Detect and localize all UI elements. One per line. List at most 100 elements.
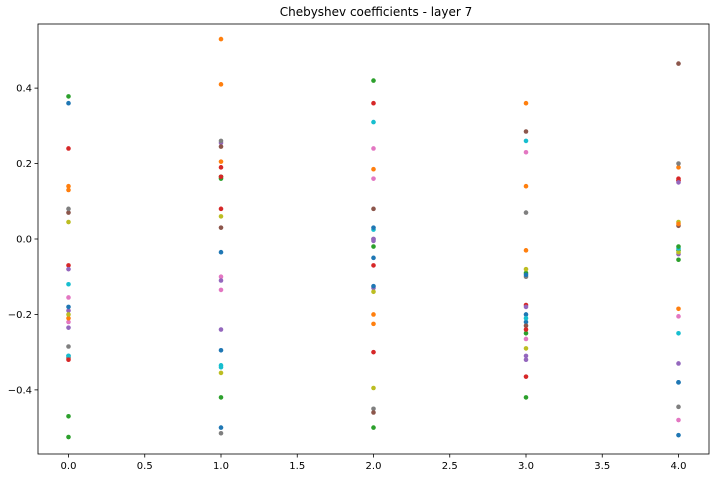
- y-tick-label: 0.4: [16, 84, 32, 95]
- data-point-s14-x3: [523, 374, 529, 379]
- data-point-s12-x2: [371, 312, 376, 317]
- data-point-s8-x2: [371, 406, 376, 412]
- x-tick-label: 3.5: [594, 461, 610, 472]
- data-point-s15-x0: [66, 325, 71, 330]
- x-tick-label: 4.0: [671, 461, 687, 472]
- data-point-s16-x3: [523, 323, 529, 329]
- data-point-s9-x1: [218, 214, 224, 219]
- data-point-s12-x0: [66, 315, 71, 321]
- data-point-s17-x0: [66, 295, 71, 300]
- data-point-s5-x4: [676, 361, 681, 366]
- data-point-s14-x2: [371, 349, 376, 355]
- data-point-s4-x0: [66, 146, 71, 151]
- data-point-s12-x4: [676, 306, 681, 312]
- y-tick-label: 0.0: [16, 235, 32, 246]
- data-point-s19-x3: [523, 346, 529, 351]
- data-point-s7-x2: [371, 146, 376, 151]
- data-point-s21-x1: [218, 425, 224, 430]
- data-point-s15-x3: [523, 357, 529, 363]
- data-point-s13-x0: [66, 413, 71, 419]
- data-point-s10-x2: [371, 119, 376, 125]
- chart-title: Chebyshev coefficients - layer 7: [280, 5, 473, 19]
- x-tick-label: 1.0: [213, 461, 229, 472]
- data-point-s16-x2: [371, 410, 376, 415]
- data-point-s17-x2: [371, 176, 376, 181]
- data-point-s8-x0: [66, 344, 71, 349]
- data-point-s13-x4: [676, 257, 681, 263]
- data-point-s9-x2: [371, 385, 376, 391]
- data-point-s13-x3: [523, 395, 529, 400]
- data-point-s10-x4: [676, 331, 681, 336]
- data-point-s24-x0: [66, 357, 71, 363]
- data-point-s10-x3: [523, 138, 529, 144]
- data-point-s25-x3: [523, 304, 529, 310]
- data-point-s19-x0: [66, 312, 71, 317]
- data-point-s19-x2: [371, 289, 376, 295]
- data-point-s20-x3: [523, 315, 529, 321]
- x-tick-label: 2.0: [366, 461, 382, 472]
- data-points: [66, 36, 681, 440]
- data-point-s6-x1: [218, 225, 224, 230]
- data-point-s22-x1: [218, 159, 224, 164]
- data-point-s17-x4: [676, 417, 681, 423]
- data-point-s5-x0: [66, 308, 71, 313]
- data-point-s24-x3: [523, 327, 529, 332]
- x-tick-label: 3.0: [518, 461, 534, 472]
- x-tick-label: 2.5: [442, 461, 458, 472]
- data-point-s14-x1: [218, 206, 224, 212]
- data-point-s12-x1: [218, 82, 224, 87]
- y-tick-label: −0.4: [8, 385, 32, 396]
- data-point-s8-x1: [218, 430, 224, 436]
- data-point-s22-x2: [371, 321, 376, 327]
- data-point-s21-x4: [676, 380, 681, 385]
- data-point-s7-x0: [66, 319, 71, 325]
- data-point-s24-x2: [371, 263, 376, 268]
- data-point-s9-x0: [66, 219, 71, 225]
- data-point-s13-x1: [218, 395, 224, 400]
- data-point-s4-x1: [218, 165, 224, 170]
- data-point-s5-x3: [523, 353, 529, 359]
- data-point-s24-x1: [218, 174, 224, 180]
- data-point-s22-x0: [66, 187, 71, 193]
- data-point-s23-x0: [66, 434, 71, 440]
- data-point-s23-x2: [371, 244, 376, 249]
- data-point-s21-x0: [66, 304, 71, 310]
- y-tick-label: −0.2: [8, 310, 32, 321]
- data-point-s8-x4: [676, 161, 681, 166]
- data-point-s13-x2: [371, 425, 376, 430]
- data-point-s2-x1: [218, 36, 224, 42]
- data-point-s21-x2: [371, 225, 376, 230]
- data-point-s2-x2: [371, 166, 376, 172]
- data-point-s2-x3: [523, 100, 529, 106]
- data-point-s2-x4: [676, 165, 681, 170]
- data-point-s7-x4: [676, 314, 681, 319]
- data-point-s5-x1: [218, 327, 224, 332]
- x-tick-label: 0.0: [61, 461, 77, 472]
- data-point-s16-x1: [218, 144, 224, 149]
- data-point-s10-x0: [66, 281, 71, 287]
- data-point-s22-x4: [676, 221, 681, 227]
- data-point-s25-x2: [371, 236, 376, 242]
- data-point-s25-x0: [66, 266, 71, 272]
- data-point-s23-x4: [676, 244, 681, 249]
- data-point-s22-x3: [523, 248, 529, 253]
- data-point-s7-x1: [218, 274, 224, 280]
- data-point-s7-x3: [523, 149, 529, 155]
- data-point-s12-x3: [523, 183, 529, 189]
- data-point-s6-x2: [371, 206, 376, 212]
- data-point-s6-x4: [676, 61, 681, 66]
- data-point-s17-x3: [523, 336, 529, 342]
- data-point-s21-x3: [523, 272, 529, 278]
- data-point-s1-x2: [371, 255, 376, 261]
- data-point-s11-x1: [218, 347, 224, 353]
- data-point-s1-x1: [218, 249, 224, 255]
- data-point-s18-x0: [66, 206, 71, 212]
- data-point-s17-x1: [218, 287, 224, 293]
- y-tick-label: 0.2: [16, 159, 32, 170]
- data-point-s6-x3: [523, 129, 529, 134]
- data-point-s1-x0: [66, 100, 71, 106]
- data-point-s11-x2: [371, 283, 376, 289]
- data-point-s23-x3: [523, 331, 529, 336]
- axes: 0.0 0.5 1.0 1.5 2.0 2.5 3.0 3.5 4.0 −0.4 −0.2 0.0 0.…: [8, 23, 710, 472]
